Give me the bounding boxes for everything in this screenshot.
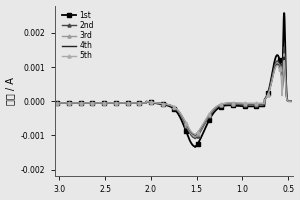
- 3rd: [198, 131, 201, 133]
- 4th: [191, 133, 195, 135]
- 2nd: [205, 120, 208, 122]
- 4th: [257, 102, 261, 105]
- 4th: [56, 102, 59, 104]
- 2nd: [56, 102, 59, 104]
- Y-axis label: 电流 / A: 电流 / A: [6, 77, 16, 105]
- 5th: [193, 133, 197, 136]
- 2nd: [233, 103, 237, 105]
- Line: 2nd: 2nd: [56, 46, 292, 140]
- Line: 1st: 1st: [56, 12, 292, 149]
- 1st: [289, 100, 293, 102]
- 4th: [233, 102, 237, 104]
- 3rd: [283, 53, 286, 55]
- Line: 4th: 4th: [57, 57, 291, 135]
- 3rd: [193, 136, 197, 138]
- 5th: [198, 128, 201, 131]
- Legend: 1st, 2nd, 3rd, 4th, 5th: 1st, 2nd, 3rd, 4th, 5th: [61, 9, 95, 62]
- 5th: [233, 102, 237, 104]
- 1st: [191, 144, 195, 147]
- 5th: [283, 59, 286, 62]
- 3rd: [289, 100, 293, 102]
- 1st: [283, 12, 286, 14]
- 3rd: [257, 103, 261, 105]
- 3rd: [205, 119, 208, 121]
- 1st: [233, 104, 237, 107]
- 5th: [56, 102, 59, 104]
- 2nd: [198, 132, 201, 134]
- 1st: [257, 105, 261, 108]
- Line: 3rd: 3rd: [56, 52, 292, 138]
- 1st: [193, 146, 197, 148]
- 4th: [283, 56, 286, 58]
- 3rd: [56, 102, 59, 104]
- 1st: [205, 124, 208, 127]
- 2nd: [191, 136, 195, 138]
- 4th: [198, 129, 201, 132]
- 5th: [191, 132, 195, 135]
- 5th: [257, 102, 261, 104]
- 3rd: [191, 134, 195, 137]
- 4th: [205, 118, 208, 120]
- 2nd: [193, 137, 197, 140]
- Line: 5th: 5th: [56, 59, 292, 136]
- 4th: [70, 102, 74, 104]
- 1st: [198, 139, 201, 142]
- 4th: [289, 100, 293, 102]
- 1st: [56, 102, 59, 104]
- 2nd: [257, 103, 261, 106]
- 2nd: [70, 102, 74, 104]
- 3rd: [70, 102, 74, 104]
- 5th: [205, 117, 208, 120]
- 4th: [193, 134, 197, 136]
- 1st: [70, 102, 74, 104]
- 2nd: [283, 46, 286, 48]
- 5th: [289, 100, 293, 102]
- 2nd: [289, 100, 293, 102]
- 3rd: [233, 102, 237, 105]
- 5th: [70, 102, 74, 104]
